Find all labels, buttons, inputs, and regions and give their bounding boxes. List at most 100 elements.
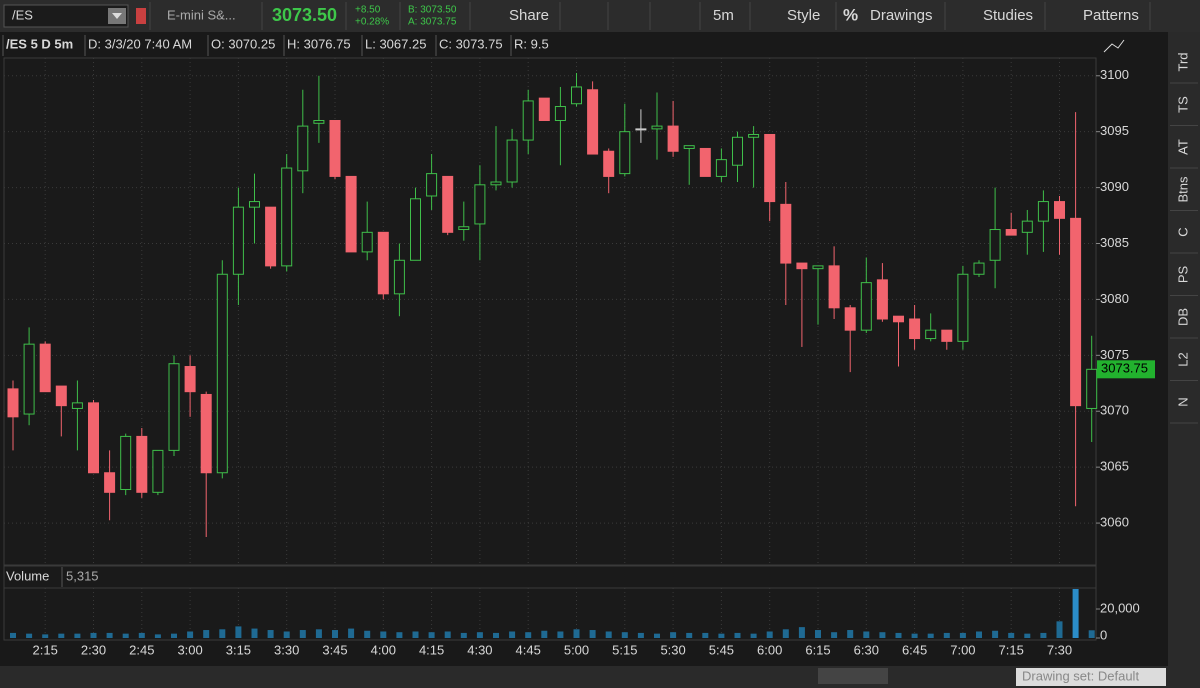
candle-body bbox=[216, 273, 228, 474]
volume-bar bbox=[1072, 589, 1079, 638]
side-tab[interactable]: N bbox=[1175, 397, 1190, 406]
chart-style-icon[interactable] bbox=[1103, 39, 1125, 53]
volume-bar bbox=[863, 631, 870, 638]
volume-bar bbox=[10, 632, 16, 638]
y-tick-label: 3080 bbox=[1100, 291, 1129, 306]
volume-bar bbox=[895, 632, 902, 638]
side-tab[interactable]: L2 bbox=[1175, 352, 1190, 366]
volume-bar bbox=[686, 632, 693, 638]
status-bar bbox=[0, 666, 1200, 688]
candle-body bbox=[860, 282, 872, 331]
header-field: L: 3067.25 bbox=[365, 36, 426, 51]
candle-body bbox=[152, 449, 164, 493]
volume-bar bbox=[1088, 630, 1095, 638]
y-tick-label: 3070 bbox=[1100, 403, 1129, 418]
candle-body bbox=[442, 175, 454, 233]
patterns-button[interactable]: Patterns bbox=[1083, 7, 1139, 24]
candle-body bbox=[925, 329, 937, 340]
volume-bar bbox=[734, 632, 741, 638]
y-tick-label: 3060 bbox=[1100, 515, 1129, 530]
side-tab[interactable]: DB bbox=[1175, 308, 1190, 326]
candle-body bbox=[683, 145, 695, 149]
volume-bar bbox=[605, 631, 612, 638]
volume-bar bbox=[766, 631, 773, 638]
x-tick-label: 2:30 bbox=[81, 642, 106, 657]
scrollbar[interactable] bbox=[818, 668, 888, 684]
volume-bar bbox=[332, 630, 338, 638]
studies-button[interactable]: Studies bbox=[983, 7, 1033, 24]
volume-bar bbox=[203, 630, 210, 638]
candle-body bbox=[973, 262, 985, 275]
side-tab[interactable]: TS bbox=[1175, 96, 1190, 113]
volume-bar bbox=[879, 632, 886, 638]
volume-bar bbox=[267, 630, 274, 638]
candle-body bbox=[715, 159, 727, 177]
x-tick-label: 2:15 bbox=[33, 642, 58, 657]
link-icon[interactable] bbox=[136, 8, 146, 24]
last-price-label: 3073.75 bbox=[1101, 361, 1148, 376]
candle-body bbox=[23, 343, 35, 415]
volume-bar bbox=[509, 631, 516, 638]
candle-body bbox=[764, 133, 776, 203]
volume-bar bbox=[58, 633, 65, 638]
volume-bar bbox=[573, 629, 580, 638]
drawing-set[interactable]: Drawing set: Default bbox=[1022, 668, 1139, 683]
style-button[interactable]: Style bbox=[787, 7, 820, 24]
description: E-mini S&... bbox=[167, 7, 236, 22]
candle-body bbox=[345, 175, 357, 253]
x-tick-label: 5:15 bbox=[612, 642, 637, 657]
candle-body bbox=[1005, 229, 1017, 236]
volume-bar bbox=[90, 632, 97, 638]
side-tab[interactable]: AT bbox=[1175, 139, 1190, 155]
candle-body bbox=[732, 136, 743, 166]
x-tick-label: 5:30 bbox=[660, 642, 685, 657]
candle-body bbox=[876, 279, 888, 320]
candle-body bbox=[168, 363, 180, 451]
share-button[interactable]: Share bbox=[509, 7, 549, 24]
candle-body bbox=[313, 120, 325, 124]
x-tick-label: 6:45 bbox=[902, 642, 927, 657]
candle-body bbox=[1086, 368, 1098, 409]
x-tick-label: 4:15 bbox=[419, 642, 444, 657]
candle-body bbox=[812, 265, 824, 270]
candle-body bbox=[55, 385, 67, 407]
candle-body bbox=[329, 120, 341, 177]
volume-bar bbox=[476, 632, 483, 638]
x-tick-label: 6:00 bbox=[757, 642, 782, 657]
x-tick-label: 4:00 bbox=[371, 642, 396, 657]
x-tick-label: 3:00 bbox=[177, 642, 202, 657]
candle-body bbox=[635, 128, 647, 131]
x-tick-label: 7:00 bbox=[950, 642, 975, 657]
volume-bar bbox=[171, 633, 177, 638]
volume-y-tick-label: 20,000 bbox=[1100, 600, 1140, 615]
candle-body bbox=[297, 125, 309, 172]
side-tab[interactable]: PS bbox=[1175, 266, 1190, 284]
volume-bar bbox=[348, 628, 355, 638]
drawings-button[interactable]: Drawings bbox=[870, 7, 933, 24]
candle-body bbox=[554, 106, 566, 122]
side-panel bbox=[1168, 32, 1200, 666]
volume-bar bbox=[654, 633, 660, 638]
volume-bar bbox=[396, 632, 403, 638]
volume-bar bbox=[992, 630, 999, 638]
volume-bar bbox=[815, 630, 821, 638]
side-tab[interactable]: Btns bbox=[1175, 176, 1190, 203]
volume-bar bbox=[589, 630, 596, 638]
toolbar bbox=[0, 0, 1200, 32]
candle-body bbox=[603, 150, 615, 177]
drawings-icon[interactable]: % bbox=[843, 5, 858, 24]
symbol-box[interactable] bbox=[3, 4, 129, 28]
drawing-set-box[interactable] bbox=[1016, 668, 1166, 686]
candle-body bbox=[1070, 217, 1082, 407]
candle-body bbox=[184, 366, 196, 393]
candle-body bbox=[1037, 201, 1049, 222]
candle-body bbox=[232, 206, 244, 275]
candle-body bbox=[571, 86, 582, 105]
volume-bar bbox=[1008, 632, 1015, 638]
volume-bar bbox=[927, 633, 934, 638]
side-tab[interactable]: Trd bbox=[1175, 52, 1190, 71]
interval-button[interactable]: 5m bbox=[713, 7, 734, 24]
side-tab[interactable]: C bbox=[1175, 227, 1190, 236]
volume-bar bbox=[26, 633, 33, 638]
x-tick-label: 3:45 bbox=[322, 642, 347, 657]
